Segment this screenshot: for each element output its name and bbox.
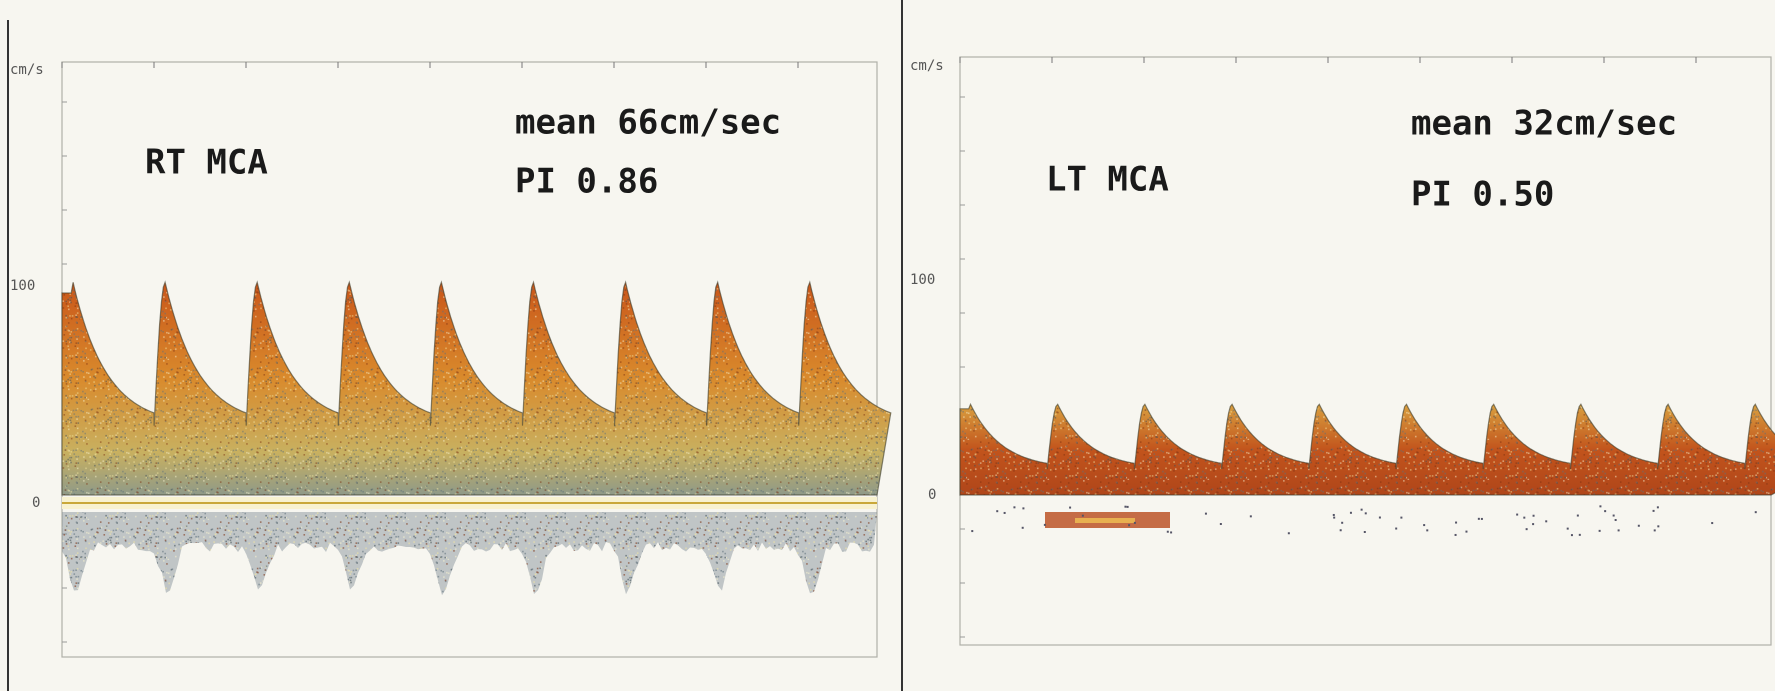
noise-dot	[1545, 520, 1548, 523]
pulsatility-index: PI 0.86	[515, 162, 658, 202]
noise-dot	[1069, 506, 1072, 509]
noise-dot	[1332, 513, 1335, 516]
waveform-texture	[960, 404, 1775, 495]
noise-dot	[1249, 515, 1252, 518]
noise-dot	[1653, 529, 1656, 532]
noise-dot	[1333, 516, 1336, 519]
mirror-texture	[62, 512, 877, 596]
noise-dot	[1426, 529, 1429, 532]
left-mca-panel: cm/s 100 0 LT MCA mean 32cm/sec PI 0.50	[910, 56, 1775, 646]
pulsatility-index: PI 0.50	[1411, 175, 1554, 215]
noise-dot	[1341, 521, 1344, 524]
noise-dot	[1612, 514, 1615, 517]
noise-dot	[1126, 505, 1129, 508]
right-mca-panel: cm/s 100 0 RT MCA mean 66cm/sec PI 0.86	[10, 61, 892, 658]
noise-dot	[1363, 531, 1366, 534]
noise-dot	[1455, 521, 1458, 524]
waveform-edge	[959, 402, 1775, 496]
noise-dot	[1480, 517, 1483, 520]
noise-dot	[1525, 528, 1528, 531]
noise-dot	[1532, 523, 1535, 526]
noise-dot	[1566, 527, 1569, 530]
noise-dot	[1360, 508, 1363, 511]
waveform-edge	[61, 280, 892, 496]
vessel-label: RT MCA	[145, 143, 268, 183]
noise-dot	[1081, 514, 1084, 517]
noise-dot	[1423, 524, 1426, 527]
noise-dot	[1477, 517, 1480, 520]
noise-dot	[1219, 523, 1222, 526]
noise-dot	[1349, 511, 1352, 514]
waveform-texture	[62, 282, 891, 495]
noise-dot	[1598, 529, 1601, 532]
noise-dot	[1166, 530, 1169, 533]
noise-dot	[1454, 533, 1457, 536]
noise-dot	[1599, 505, 1602, 508]
frame	[959, 56, 1772, 646]
noise-dot	[1133, 521, 1136, 524]
noise-dot	[1170, 531, 1173, 534]
noise-dot	[971, 530, 974, 533]
noise-dot	[1576, 514, 1579, 517]
noise-dot	[1523, 516, 1526, 519]
noise-dot	[1400, 516, 1403, 519]
artifact-highlight	[1075, 518, 1135, 523]
unit-label: cm/s	[910, 58, 944, 74]
axis-label: 100	[10, 278, 35, 294]
noise-dot	[1043, 523, 1046, 526]
noise-dot	[1021, 526, 1024, 529]
noise-dot	[1516, 513, 1519, 516]
noise-dot	[1578, 533, 1581, 536]
mean-velocity: mean 66cm/sec	[515, 103, 781, 143]
vessel-label: LT MCA	[1046, 160, 1169, 200]
noise-dot	[1532, 514, 1535, 517]
noise-dot	[1614, 519, 1617, 522]
noise-dot	[1003, 511, 1006, 514]
unit-label: cm/s	[10, 62, 44, 78]
noise-dot	[1617, 529, 1620, 532]
axis-label: 100	[910, 272, 935, 288]
noise-dot	[1570, 534, 1573, 537]
noise-dot	[1204, 512, 1207, 515]
noise-dot	[1013, 506, 1016, 509]
noise-dot	[1395, 527, 1398, 530]
mean-velocity: mean 32cm/sec	[1411, 104, 1677, 144]
noise-dot	[1128, 524, 1131, 527]
axis-label: 0	[928, 487, 936, 503]
noise-dot	[1637, 524, 1640, 527]
noise-dot	[1465, 530, 1468, 533]
noise-dot	[1287, 532, 1290, 535]
noise-dot	[1364, 512, 1367, 515]
noise-dot	[1339, 529, 1342, 532]
noise-dot	[1652, 509, 1655, 512]
axis-label: 0	[32, 495, 40, 511]
noise-dot	[1604, 510, 1607, 513]
noise-dot	[1378, 516, 1381, 519]
noise-dot	[1754, 511, 1757, 514]
noise-dot	[1656, 506, 1659, 509]
noise-dot	[1022, 507, 1025, 510]
noise-dot	[1657, 525, 1660, 528]
noise-dot	[1124, 505, 1127, 508]
noise-dot	[996, 510, 999, 513]
noise-dot	[1711, 522, 1714, 525]
